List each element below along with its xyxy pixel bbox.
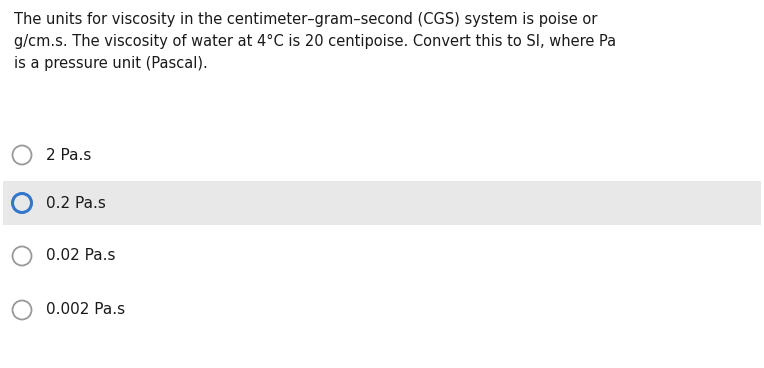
Text: 0.2 Pa.s: 0.2 Pa.s (46, 195, 106, 210)
Text: 0.02 Pa.s: 0.02 Pa.s (46, 248, 115, 263)
Text: 0.002 Pa.s: 0.002 Pa.s (46, 302, 125, 318)
Text: is a pressure unit (Pascal).: is a pressure unit (Pascal). (14, 56, 208, 71)
FancyBboxPatch shape (3, 181, 761, 225)
Text: g/cm.s. The viscosity of water at 4°C is 20 centipoise. Convert this to SI, wher: g/cm.s. The viscosity of water at 4°C is… (14, 34, 616, 49)
Text: 2 Pa.s: 2 Pa.s (46, 148, 92, 163)
Text: The units for viscosity in the centimeter–gram–second (CGS) system is poise or: The units for viscosity in the centimete… (14, 12, 597, 27)
